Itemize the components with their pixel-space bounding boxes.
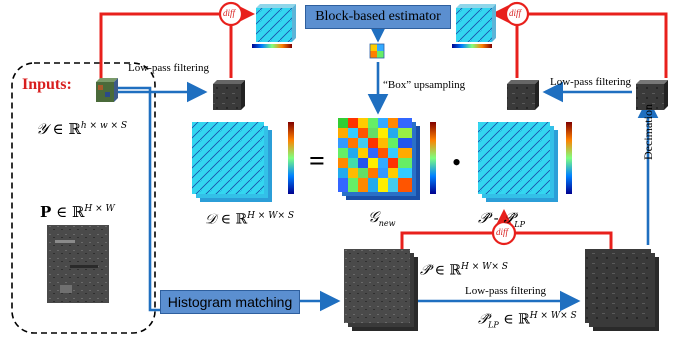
d-space: ∈ ℝ bbox=[220, 211, 248, 228]
residual-map bbox=[478, 122, 572, 202]
y-exponent: h × w × S bbox=[80, 121, 128, 131]
low-pass-left-label: Low-pass filtering bbox=[128, 62, 209, 74]
d-exponent: H × W× S bbox=[247, 211, 295, 221]
equals-operator: = bbox=[309, 146, 325, 177]
g-symbol: 𝒢 bbox=[368, 208, 379, 226]
estimator-label: Block-based estimator bbox=[315, 9, 441, 24]
matched-pan-stack bbox=[344, 249, 418, 331]
p-symbol: P bbox=[40, 203, 52, 221]
estimate-map-right bbox=[452, 4, 496, 48]
low-pass-right-label: Low-pass filtering bbox=[550, 76, 631, 88]
lowpass-cube-left bbox=[213, 80, 245, 110]
input-cube bbox=[96, 78, 118, 102]
diff-nodes bbox=[218, 1, 530, 246]
low-pass-bottom-label: Low-pass filtering bbox=[465, 285, 546, 297]
box-upsampling-label: “Box” upsampling bbox=[383, 79, 466, 91]
d-symbol: 𝒟 bbox=[205, 211, 217, 228]
estimate-map-left bbox=[252, 4, 296, 48]
y-label: 𝒴 ∈ ℝh × w × S bbox=[36, 122, 127, 137]
decimated-cube bbox=[636, 80, 668, 110]
diff-node-bottom bbox=[491, 220, 517, 246]
g-subscript: new bbox=[378, 219, 396, 228]
residual-label: 𝒫̂ - 𝒫̂LP bbox=[478, 211, 525, 229]
red-connectors bbox=[99, 2, 668, 249]
diff-label-bottom: diff bbox=[496, 227, 509, 237]
g-new-map bbox=[338, 118, 436, 200]
estimator-block: Block-based estimator bbox=[305, 5, 451, 29]
residual-subscript: LP bbox=[514, 220, 525, 229]
decimation-label: Decimation bbox=[641, 104, 655, 160]
p-label: P ∈ ℝH × W bbox=[40, 205, 115, 220]
diff-node-left bbox=[218, 1, 244, 27]
diff-node-right bbox=[504, 1, 530, 27]
histogram-label: Histogram matching bbox=[167, 294, 293, 310]
inputs-group bbox=[11, 62, 156, 334]
residual-b: 𝒫̂ bbox=[503, 209, 515, 227]
residual-a: 𝒫̂ bbox=[478, 209, 489, 227]
pan-image bbox=[47, 225, 109, 303]
diff-label-left: diff bbox=[223, 8, 236, 18]
lowpass-pan-stack bbox=[585, 249, 659, 331]
y-symbol: 𝒴 bbox=[36, 120, 48, 138]
y-space: ∈ ℝ bbox=[52, 120, 81, 138]
phat-lp-label: 𝒫̂LP ∈ ℝH × W× S bbox=[478, 312, 577, 329]
phat-lp-space: ∈ ℝ bbox=[503, 311, 530, 328]
blue-connectors bbox=[118, 21, 659, 312]
p-exponent: H × W bbox=[84, 204, 115, 214]
phat-label: 𝒫̂ ∈ ℝH × W× S bbox=[420, 263, 508, 278]
phat-space: ∈ ℝ bbox=[434, 262, 462, 279]
phat-exponent: H × W× S bbox=[461, 262, 508, 272]
p-space: ∈ ℝ bbox=[56, 203, 85, 221]
dot-operator: • bbox=[452, 148, 462, 177]
phat-lp-subscript: LP bbox=[488, 320, 499, 330]
histogram-block: Histogram matching bbox=[160, 290, 300, 314]
phat-lp-exponent: H × W× S bbox=[529, 311, 577, 321]
phat-lp-symbol: 𝒫̂ bbox=[478, 311, 489, 328]
phat-symbol: 𝒫̂ bbox=[420, 262, 431, 279]
g-label: 𝒢new bbox=[368, 210, 395, 228]
lowpass-cube-right bbox=[507, 80, 539, 110]
small-gain-map bbox=[369, 43, 385, 59]
residual-minus: - bbox=[488, 209, 504, 227]
diff-label-right: diff bbox=[509, 8, 522, 18]
d-map bbox=[192, 122, 294, 202]
d-label: 𝒟 ∈ ℝH × W× S bbox=[205, 212, 294, 227]
inputs-label: Inputs: bbox=[22, 76, 72, 93]
